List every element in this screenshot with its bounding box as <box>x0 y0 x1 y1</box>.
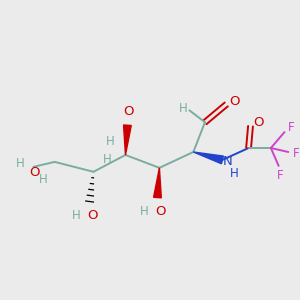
Text: H: H <box>72 209 80 222</box>
Text: O: O <box>29 166 40 179</box>
Text: O: O <box>87 209 98 222</box>
Text: H: H <box>179 102 188 115</box>
Text: H: H <box>39 173 47 186</box>
Text: H: H <box>103 153 111 167</box>
Text: H: H <box>106 135 114 148</box>
Text: H: H <box>15 158 24 170</box>
Text: O: O <box>155 205 166 218</box>
Polygon shape <box>124 125 131 155</box>
Text: F: F <box>277 169 284 182</box>
Text: F: F <box>288 121 295 134</box>
Text: N: N <box>222 155 232 168</box>
Text: H: H <box>140 205 148 218</box>
Text: O: O <box>123 105 134 118</box>
Text: O: O <box>229 95 239 108</box>
Text: O: O <box>253 116 263 129</box>
Text: F: F <box>293 148 299 160</box>
Polygon shape <box>193 152 224 164</box>
Text: H: H <box>230 167 239 180</box>
Polygon shape <box>154 168 161 198</box>
